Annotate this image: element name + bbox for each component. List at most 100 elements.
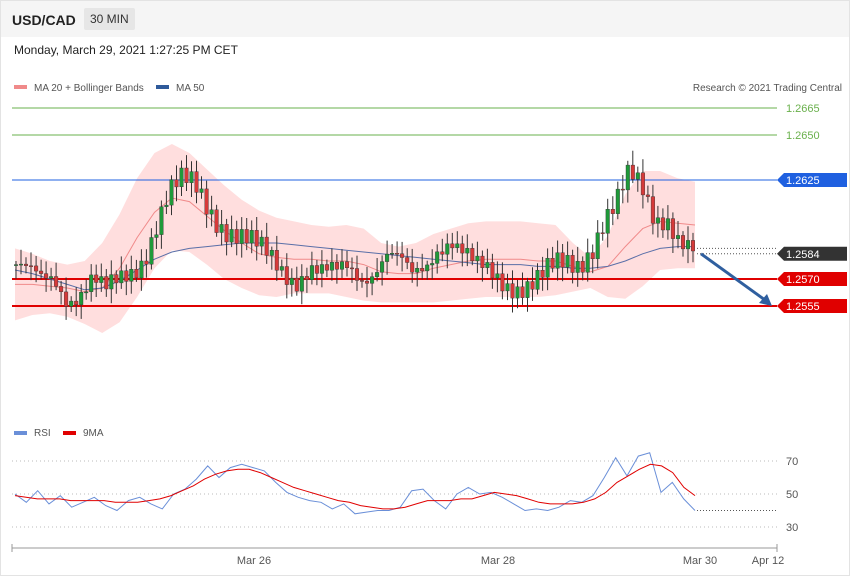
candle-body xyxy=(635,172,640,180)
candle-body xyxy=(24,263,29,266)
candle-body xyxy=(485,262,490,268)
candle-body xyxy=(615,188,620,214)
chart-header: USD/CAD 30 MIN xyxy=(1,1,849,37)
candle-body xyxy=(350,267,355,270)
candle-body xyxy=(264,236,269,256)
candle-body xyxy=(109,274,114,290)
candle-body xyxy=(425,264,430,272)
candle-body xyxy=(94,274,99,283)
candle-body xyxy=(490,262,495,279)
candle-body xyxy=(655,217,660,224)
candle-body xyxy=(370,276,375,284)
candle-body xyxy=(269,249,274,256)
symbol-title: USD/CAD xyxy=(12,12,76,28)
forecast-arrow-shaft xyxy=(700,252,766,302)
candle-body xyxy=(415,268,420,273)
rsi-gridlines xyxy=(12,460,777,528)
bollinger-band xyxy=(15,144,695,333)
time-tick-mar-28: Mar 28 xyxy=(481,555,515,567)
candle-body xyxy=(179,167,184,187)
level-label-1.2555: 1.2555 xyxy=(786,301,820,313)
candle-body xyxy=(314,265,319,274)
candle-body xyxy=(500,273,505,292)
candle-body xyxy=(560,252,565,268)
level-label-1.2625: 1.2625 xyxy=(786,175,820,187)
candle-body xyxy=(365,280,370,284)
candle-body xyxy=(144,260,149,265)
candle-body xyxy=(304,276,309,280)
copyright-text: Research © 2021 Trading Central xyxy=(693,83,842,94)
candle-body xyxy=(590,252,595,260)
rsi-line xyxy=(14,452,696,515)
candle-body xyxy=(129,269,134,282)
rsi-tick-50: 50 xyxy=(786,489,798,501)
rsi-ma-legend-swatch xyxy=(63,431,76,435)
forecast-arrow-head xyxy=(759,294,772,306)
candle-body xyxy=(209,209,214,215)
candle-body xyxy=(299,276,304,292)
candle-body xyxy=(535,270,540,290)
candle-body xyxy=(89,274,94,292)
candle-body xyxy=(124,270,129,282)
time-tick-mar-30: Mar 30 xyxy=(683,555,717,567)
candle-body xyxy=(375,272,380,277)
candle-body xyxy=(395,252,400,255)
candle-body xyxy=(620,188,625,191)
candle-body xyxy=(345,261,350,269)
candle-body xyxy=(405,257,410,263)
candle-body xyxy=(54,276,59,287)
candle-body xyxy=(214,209,219,233)
candle-body xyxy=(575,261,580,273)
rsi-9ma-line xyxy=(14,463,696,510)
timeframe-badge[interactable]: 30 MIN xyxy=(84,8,135,30)
candle-body xyxy=(44,273,49,279)
rsi-tick-labels: 70 50 30 xyxy=(786,456,798,534)
level-label-1.2665: 1.2665 xyxy=(786,103,820,115)
ma20-legend-swatch xyxy=(14,85,27,89)
level-tag-1.2584 xyxy=(777,246,847,261)
chart-datetime: Monday, March 29, 2021 1:27:25 PM CET xyxy=(14,43,238,57)
candle-body xyxy=(691,240,696,252)
candle-body xyxy=(595,232,600,259)
candle-body xyxy=(355,268,360,281)
candle-body xyxy=(460,243,465,254)
candle-body xyxy=(510,283,515,299)
candle-body xyxy=(244,229,249,244)
candle-body xyxy=(450,243,455,249)
candle-body xyxy=(219,224,224,233)
candle-body xyxy=(360,280,365,282)
candle-body xyxy=(149,237,154,265)
candle-body xyxy=(390,252,395,255)
candle-body xyxy=(600,232,605,234)
candle-body xyxy=(274,249,279,271)
candle-body xyxy=(49,276,54,279)
time-tick-apr-12: Apr 12 xyxy=(752,555,784,567)
candle-body xyxy=(670,218,675,239)
candle-body xyxy=(520,286,525,298)
candlesticks xyxy=(13,150,696,320)
candle-body xyxy=(64,291,69,307)
candle-body xyxy=(625,164,630,191)
candle-body xyxy=(319,264,324,274)
candle-body xyxy=(119,270,124,284)
candle-body xyxy=(99,276,104,283)
candle-body xyxy=(39,270,44,274)
candle-body xyxy=(104,276,109,290)
candle-body xyxy=(164,204,169,207)
time-axis: Mar 26 Mar 28 Mar 30 Apr 12 xyxy=(11,544,784,567)
candle-body xyxy=(199,188,204,193)
candle-body xyxy=(19,263,24,266)
candle-body xyxy=(69,300,74,307)
price-level-labels: 1.2665 1.2650 1.2625 1.2584 1.2570 1.2555 xyxy=(777,103,847,313)
level-tag-1.2570 xyxy=(777,272,847,286)
candle-body xyxy=(239,229,244,244)
candle-body xyxy=(665,218,670,231)
candle-body xyxy=(410,262,415,273)
rsi-legend-label: RSI xyxy=(34,428,51,439)
forecast-arrow xyxy=(700,252,772,306)
time-tick-mar-26: Mar 26 xyxy=(237,555,271,567)
candle-body xyxy=(169,179,174,206)
candle-body xyxy=(400,253,405,258)
candle-body xyxy=(204,188,209,215)
candle-body xyxy=(189,171,194,184)
